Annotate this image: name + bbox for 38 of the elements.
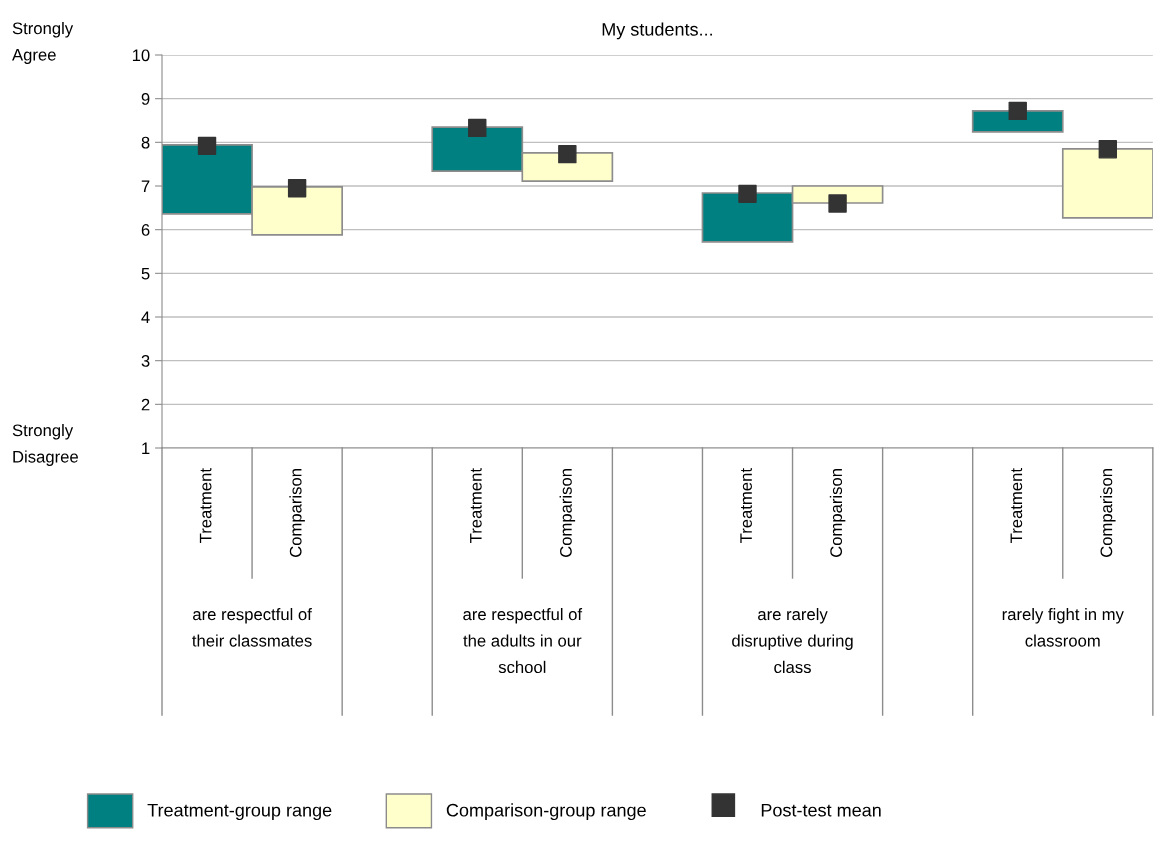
x-tick-label: Treatment xyxy=(470,468,482,543)
y-tick-label: 7 xyxy=(141,180,150,193)
y-tick-label: 3 xyxy=(141,355,150,367)
bar xyxy=(1061,148,1153,219)
bar xyxy=(971,110,1064,133)
legend-label: Comparison-group range xyxy=(446,803,646,821)
y-tick-label: 10 xyxy=(132,49,150,62)
x-tick-label: Comparison xyxy=(829,469,846,557)
point xyxy=(468,118,487,138)
point xyxy=(738,184,757,204)
point xyxy=(287,178,307,198)
point xyxy=(558,144,577,164)
text: are respectful of the adults in our school xyxy=(463,608,583,674)
y-tick-label: 5 xyxy=(141,267,150,280)
text: are rarely disruptive during class xyxy=(732,608,853,674)
y-tick-label: 4 xyxy=(141,311,150,324)
text: Strongly Disagree xyxy=(12,424,78,466)
text: are respectful of their classmates xyxy=(192,608,312,647)
x-tick-label: Comparison xyxy=(559,469,576,557)
point xyxy=(1008,101,1027,121)
text: Strongly Agree xyxy=(12,22,74,64)
legend-label: Treatment-group range xyxy=(147,803,332,821)
x-tick-label: Comparison xyxy=(1100,469,1116,557)
x-tick-label: Treatment xyxy=(740,468,752,543)
y-tick-label: 2 xyxy=(141,398,150,411)
y-tick-label: 6 xyxy=(141,224,150,236)
y-tick-label: 8 xyxy=(141,136,150,149)
point xyxy=(1098,140,1118,159)
legend-label: Post-test mean xyxy=(761,803,881,817)
x-tick-label: Treatment xyxy=(199,468,212,543)
point xyxy=(197,136,217,156)
x-tick-label: Comparison xyxy=(289,469,305,557)
text: rarely fight in my classroom xyxy=(1002,608,1124,647)
chart-title: My students... xyxy=(602,22,712,40)
y-tick-label: 1 xyxy=(142,442,150,455)
x-tick-label: Treatment xyxy=(1010,468,1023,543)
point xyxy=(828,194,847,213)
y-tick-label: 9 xyxy=(141,93,150,105)
